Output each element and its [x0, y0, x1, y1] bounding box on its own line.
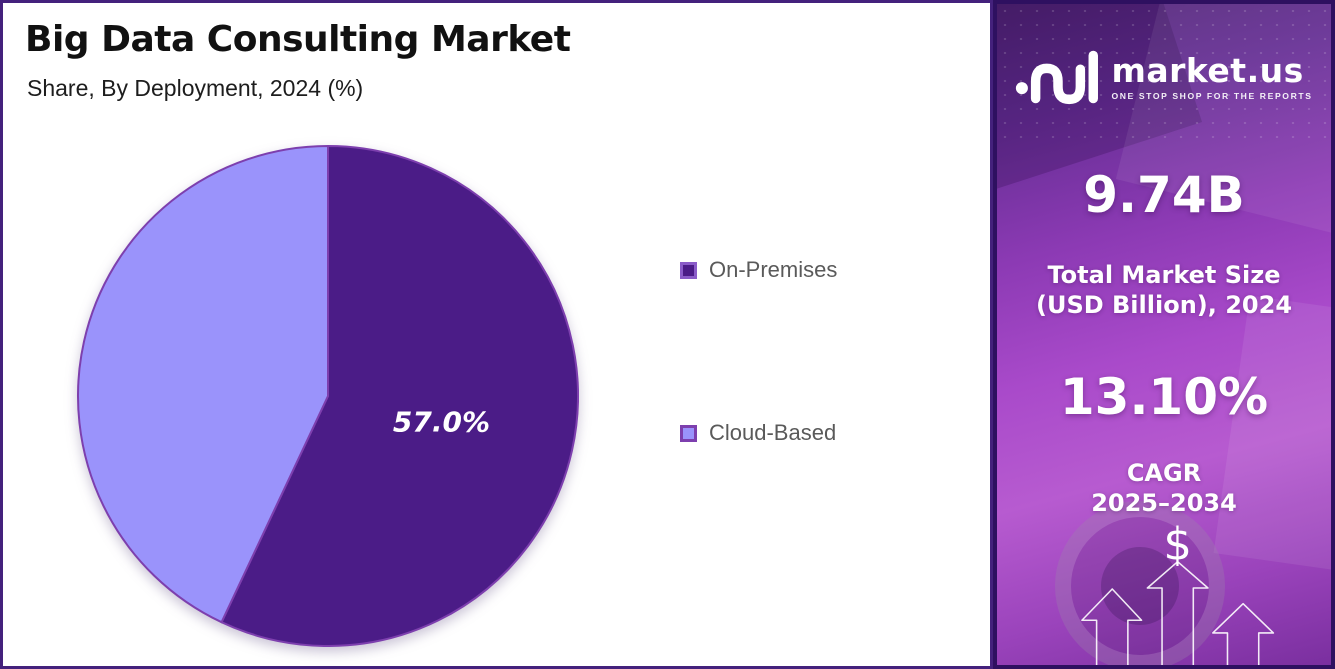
pie-chart-svg: 57.0%: [77, 145, 579, 647]
page-title: Big Data Consulting Market: [25, 19, 571, 60]
market-size-label: Total Market Size (USD Billion), 2024: [1035, 261, 1293, 319]
cagr-value: 13.10%: [1059, 368, 1269, 426]
growth-arrows-graphic: $: [1081, 518, 1275, 665]
up-arrow-icon: [1146, 560, 1209, 665]
pie-chart: 57.0%: [63, 131, 593, 661]
brand-tagline: ONE STOP SHOP FOR THE REPORTS: [1111, 90, 1313, 101]
legend-marker-on-premises-icon: [680, 261, 697, 279]
pie-slice-cloud-based: [77, 145, 329, 624]
pie-slice-on-premises: [220, 145, 579, 647]
pie-data-label: 57.0%: [393, 405, 490, 438]
brand-name: market.us: [1111, 50, 1304, 90]
decorative-coffee-cup: [1055, 501, 1225, 665]
up-arrow-icon: [1081, 588, 1143, 665]
dollar-icon: $: [1163, 518, 1192, 571]
market-us-logo-icon: [1016, 50, 1099, 105]
legend-item-cloud-based: Cloud-Based: [680, 420, 836, 446]
brand-logo: market.us ONE STOP SHOP FOR THE REPORTS: [997, 46, 1331, 108]
legend-label-cloud-based: Cloud-Based: [709, 420, 837, 445]
market-size-value: 9.74B: [1083, 166, 1245, 224]
stats-sidebar: market.us ONE STOP SHOP FOR THE REPORTS …: [993, 0, 1335, 669]
legend-marker-cloud-based-icon: [680, 424, 697, 442]
chart-panel: Big Data Consulting Market Share, By Dep…: [0, 0, 993, 669]
page-subtitle: Share, By Deployment, 2024 (%): [27, 75, 364, 101]
up-arrow-icon: [1212, 602, 1275, 665]
cagr-label: CAGR 2025–2034: [1091, 459, 1237, 517]
legend-label-on-premises: On-Premises: [709, 257, 838, 282]
legend-item-on-premises: On-Premises: [680, 257, 837, 283]
